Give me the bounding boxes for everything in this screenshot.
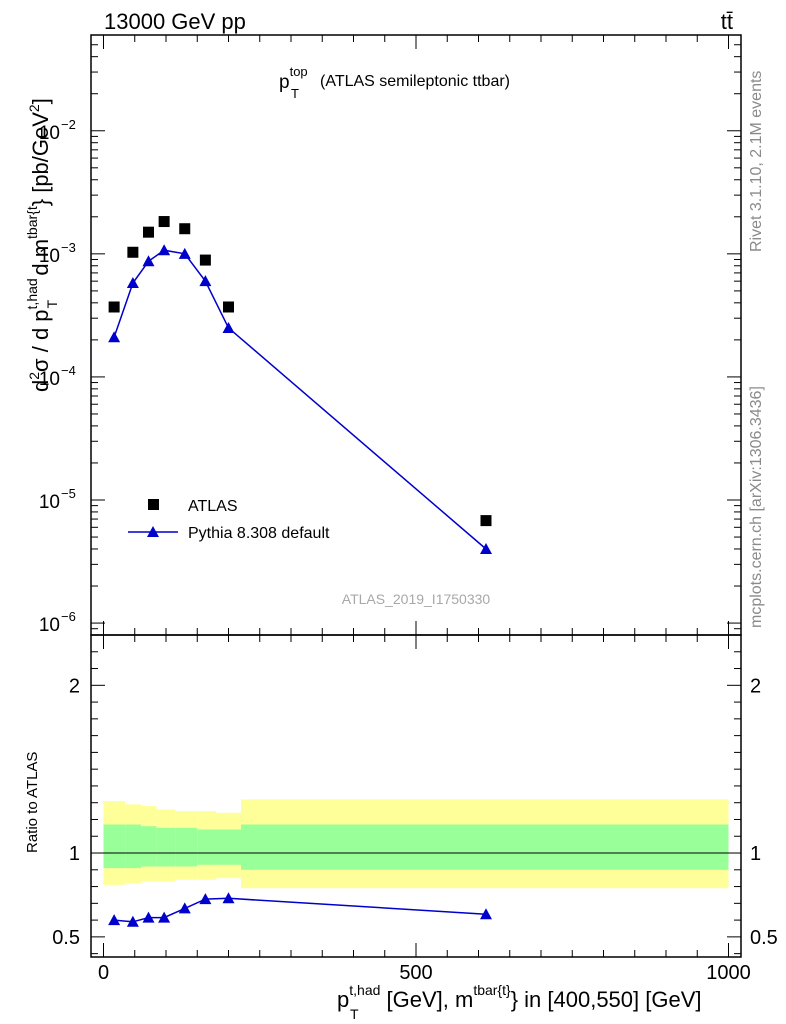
x-label-range: in [400,550] [GeV] [518, 987, 701, 1012]
x-tick-labels: 0 500 1000 [98, 962, 751, 984]
ratio-band-green [197, 829, 216, 865]
ratio-pythia-point [480, 908, 492, 920]
title-p: p [279, 72, 290, 93]
main-y-tick-label: 10 [39, 615, 60, 636]
ratio-y-tick-label-left: 1 [69, 843, 80, 865]
atlas-point [108, 301, 120, 313]
pythia-point [142, 255, 155, 267]
ratio-pythia-point [199, 893, 212, 905]
ratio-axis-ticks [91, 635, 741, 957]
ratio-pythia-point [126, 915, 139, 927]
atlas-point [143, 226, 154, 238]
ratio-pythia-point [178, 902, 191, 914]
ratio-pythia-point [108, 914, 121, 926]
main-title-rest: (ATLAS semileptonic ttbar) [320, 73, 510, 90]
atlas-point [127, 246, 139, 258]
ratio-band-green [175, 827, 198, 867]
main-frame [90, 34, 742, 636]
atlas-point [179, 223, 191, 235]
energy-label: 13000 GeV pp [104, 9, 246, 34]
pythia-point [480, 542, 492, 554]
process-label: tt̄ [721, 9, 733, 34]
main-y-tick-label: 10 [39, 246, 60, 267]
legend: ATLAS Pythia 8.308 default [128, 498, 330, 542]
ratio-y-tick-labels: 0.5 0.5 1 1 2 2 [52, 675, 778, 949]
x-label-p: p [337, 987, 349, 1012]
ratio-pythia-point [158, 911, 171, 923]
pythia-point [108, 331, 121, 343]
title-sup: top [290, 64, 308, 79]
ratio-pythia-point [222, 892, 235, 904]
main-y-tick-exponent: −2 [61, 117, 76, 132]
atlas-point [480, 515, 492, 527]
pythia-point [158, 244, 171, 256]
ratio-band-green [156, 827, 176, 867]
main-series-group [108, 216, 492, 554]
x-tick-label: 500 [399, 962, 432, 984]
ratio-pythia-line [114, 897, 487, 923]
ratio-pythia-point [142, 911, 155, 923]
x-axis-label: pt,had [GeV], mtbar{t}} in [400,550] [Ge… [337, 982, 702, 1012]
main-axis-ticks [91, 34, 741, 636]
ratio-y-tick-label-left: 2 [69, 675, 80, 697]
main-y-tick-exponent: −5 [61, 486, 76, 501]
atlas-markers [108, 216, 492, 527]
legend-atlas-label: ATLAS [188, 498, 238, 515]
main-panel: 10−610−510−410−310−2 ptop T (ATLAS semil… [24, 34, 742, 636]
main-y-tick-exponent: −4 [61, 363, 76, 378]
x-label-sup1: t,had [349, 982, 380, 998]
main-y-tick-labels: 10−610−510−410−310−2 [39, 117, 76, 636]
pythia-line [113, 249, 487, 550]
x-label-sub1: T [350, 1006, 359, 1022]
main-y-tick-label: 10 [39, 492, 60, 513]
legend-pythia-label: Pythia 8.308 default [188, 525, 330, 542]
ratio-band-green [103, 824, 126, 869]
x-tick-label: 0 [98, 962, 109, 984]
main-y-tick-label: 10 [39, 369, 60, 390]
mcplots-label: mcplots.cern.ch [arXiv:1306.3436] [748, 386, 765, 628]
ratio-y-label: Ratio to ATLAS [24, 752, 41, 853]
main-title-sub: T [291, 86, 299, 101]
ratio-band-green [125, 824, 141, 869]
ratio-panel: 0.5 0.5 1 1 2 2 0 500 1000 Ratio to ATLAS pt,ha… [24, 634, 778, 1022]
ratio-uncertainty-bands [103, 799, 729, 889]
main-y-tick-label: 10 [39, 123, 60, 144]
ratio-y-tick-label-right: 0.5 [750, 927, 778, 949]
ratio-band-green [216, 829, 241, 865]
ratio-y-tick-label-left: 0.5 [52, 927, 80, 949]
pythia-point [178, 247, 191, 259]
legend-pythia-marker [147, 526, 159, 537]
main-y-tick-exponent: −6 [61, 609, 76, 624]
pythia-markers [108, 244, 492, 554]
atlas-point [199, 254, 211, 266]
main-title: ptop [279, 64, 308, 93]
x-tick-label: 1000 [706, 962, 751, 984]
analysis-id-label: ATLAS_2019_I1750330 [342, 591, 491, 607]
x-label-brace: } [511, 987, 518, 1012]
pythia-point [126, 276, 139, 288]
x-label-mid: [GeV], m [380, 987, 473, 1012]
ratio-band-green [141, 826, 157, 867]
ratio-frame [90, 634, 742, 958]
x-label-sup2: tbar{t} [473, 982, 511, 998]
ratio-y-tick-label-right: 1 [750, 843, 761, 865]
pythia-point [222, 321, 235, 333]
atlas-point [158, 216, 170, 228]
atlas-point [223, 301, 234, 313]
main-y-tick-exponent: −3 [61, 240, 76, 255]
pythia-point [199, 275, 212, 287]
legend-atlas-marker [148, 499, 159, 510]
x-label-rest: } in [400,550] [GeV] [511, 987, 702, 1012]
ratio-pythia-markers [108, 892, 492, 927]
rivet-version-label: Rivet 3.1.10, 2.1M events [748, 71, 765, 252]
ratio-band-green [241, 824, 729, 870]
ratio-y-tick-label-right: 2 [750, 675, 761, 697]
